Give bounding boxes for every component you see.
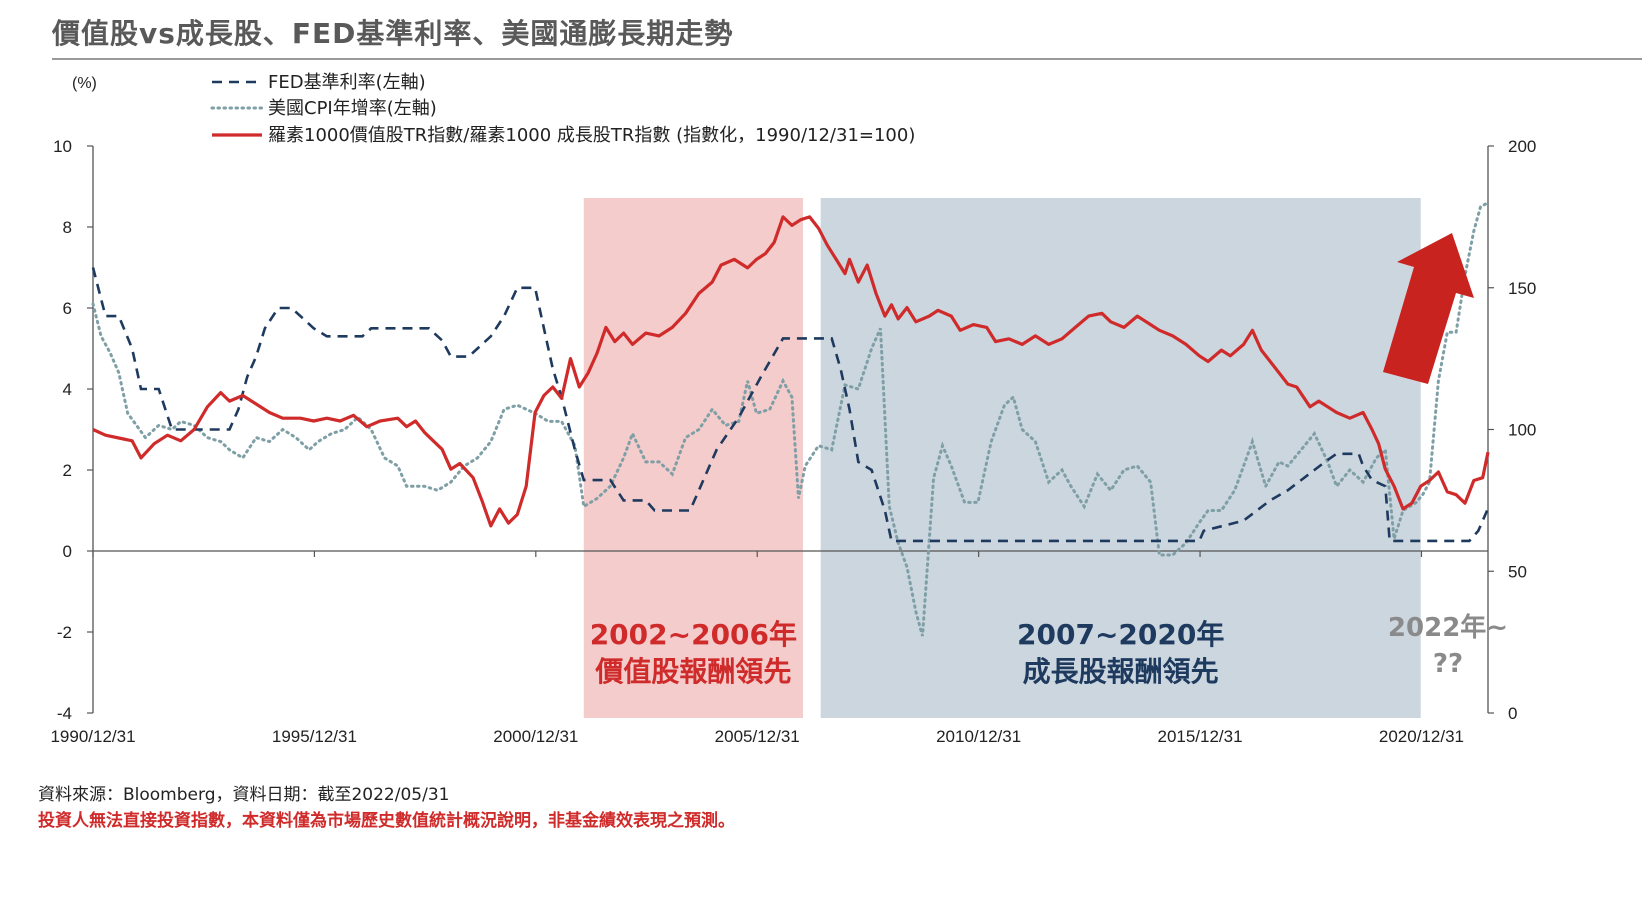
right-tick-label: 150	[1508, 279, 1536, 298]
left-tick-label: 0	[63, 542, 72, 561]
left-tick-label: 6	[63, 299, 72, 318]
right-tick-label: 0	[1508, 704, 1517, 723]
left-tick-label: 8	[63, 218, 72, 237]
cpi-line	[91, 201, 1490, 637]
legend-label-value-growth-ratio-line: 羅素1000價值股TR指數/羅素1000 成長股TR指數 (指數化，1990/1…	[268, 125, 915, 146]
x-tick-label: 2010/12/31	[936, 727, 1021, 746]
period-label-value-years: 2002~2006年	[590, 618, 797, 651]
left-tick-label: 2	[63, 461, 72, 480]
future-label-years: 2022年~	[1388, 612, 1508, 643]
x-tick-label: 1995/12/31	[272, 727, 357, 746]
left-axis-unit: (%)	[72, 75, 97, 92]
left-tick-label: -4	[57, 704, 72, 723]
shaded-period-value	[583, 198, 803, 718]
title-divider	[52, 58, 1642, 60]
x-tick-label: 1990/12/31	[50, 727, 135, 746]
x-tick-label: 2020/12/31	[1379, 727, 1464, 746]
up-arrow-icon	[1383, 233, 1474, 384]
period-label-growth-desc: 成長股報酬領先	[1023, 655, 1219, 688]
left-tick-label: 10	[53, 137, 72, 156]
period-label-value-desc: 價值股報酬領先	[594, 655, 791, 688]
legend-label-fed-rate-line: FED基準利率(左軸)	[268, 72, 426, 93]
future-label-question: ??	[1433, 649, 1463, 679]
x-tick-label: 2000/12/31	[493, 727, 578, 746]
disclaimer-note: 投資人無法直接投資指數，本資料僅為市場歷史數值統計概況說明，非基金績效表現之預測…	[38, 811, 735, 831]
right-tick-label: 100	[1508, 421, 1536, 440]
legend-label-cpi-line: 美國CPI年增率(左軸)	[268, 98, 437, 119]
left-tick-label: 4	[63, 380, 72, 399]
x-tick-label: 2005/12/31	[715, 727, 800, 746]
page-title: 價值股vs成長股、FED基準利率、美國通膨長期走勢	[52, 17, 734, 50]
period-label-growth-years: 2007~2020年	[1017, 618, 1224, 651]
fed-rate-line	[91, 267, 1489, 543]
source-note: 資料來源：Bloomberg，資料日期：截至2022/05/31	[38, 785, 450, 805]
left-tick-label: -2	[57, 623, 72, 642]
right-tick-label: 200	[1508, 137, 1536, 156]
value-growth-ratio-line	[92, 215, 1490, 528]
x-tick-label: 2015/12/31	[1157, 727, 1242, 746]
right-tick-label: 50	[1508, 562, 1527, 581]
